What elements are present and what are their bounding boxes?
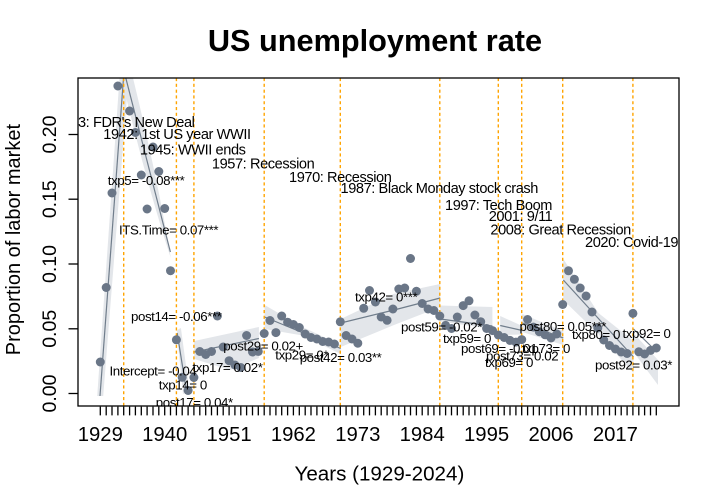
svg-text:1973: 1973 xyxy=(335,424,380,446)
svg-text:1997: Tech Boom: 1997: Tech Boom xyxy=(445,198,552,214)
svg-text:1940: 1940 xyxy=(142,424,187,446)
svg-text:post73= 0.02: post73= 0.02 xyxy=(486,348,558,363)
svg-text:2006: 2006 xyxy=(528,424,573,446)
svg-text:1995: 1995 xyxy=(464,424,509,446)
svg-text:0.00: 0.00 xyxy=(39,374,61,412)
svg-text:post69= -0.01: post69= -0.01 xyxy=(461,341,537,356)
svg-text:txp92= 0: txp92= 0 xyxy=(623,326,671,341)
svg-text:txp80= 0: txp80= 0 xyxy=(572,327,620,342)
svg-text:0.10: 0.10 xyxy=(39,245,61,283)
svg-text:ITS.Time= 0.07***: ITS.Time= 0.07*** xyxy=(119,222,218,237)
svg-text:2020: Covid-19: 2020: Covid-19 xyxy=(585,235,678,251)
svg-text:0.05: 0.05 xyxy=(39,310,61,348)
svg-text:txp17= 0.02*: txp17= 0.02* xyxy=(193,360,263,375)
svg-text:txp69= 0: txp69= 0 xyxy=(485,355,533,370)
svg-text:1970: Recession: 1970: Recession xyxy=(289,170,392,186)
svg-text:txp29= 0*: txp29= 0* xyxy=(275,347,328,362)
svg-text:1984: 1984 xyxy=(400,424,445,446)
svg-text:txp42= 0***: txp42= 0*** xyxy=(355,289,418,304)
svg-text:post17= 0.04*: post17= 0.04* xyxy=(156,395,233,410)
svg-text:2001: 9/11: 2001: 9/11 xyxy=(489,209,553,225)
svg-text:txp14= 0: txp14= 0 xyxy=(159,377,207,392)
svg-text:Intercept= -0.04: Intercept= -0.04 xyxy=(110,364,197,379)
svg-text:1929: 1929 xyxy=(78,424,123,446)
svg-text:post92= 0.03*: post92= 0.03* xyxy=(595,357,672,372)
svg-text:txp59= 0: txp59= 0 xyxy=(443,331,491,346)
svg-text:txp5= -0.08***: txp5= -0.08*** xyxy=(108,173,185,188)
svg-text:post80= 0.05***: post80= 0.05*** xyxy=(520,319,607,334)
svg-text:1987: Black Monday stock crash: 1987: Black Monday stock crash xyxy=(341,181,539,197)
svg-text:1933: FDR's New Deal: 1933: FDR's New Deal xyxy=(55,115,195,131)
svg-text:0.15: 0.15 xyxy=(39,180,61,218)
svg-text:1962: 1962 xyxy=(271,424,316,446)
svg-text:US unemployment rate: US unemployment rate xyxy=(208,23,542,58)
svg-text:txp73= 0: txp73= 0 xyxy=(522,341,570,356)
svg-text:post29= 0.02+: post29= 0.02+ xyxy=(223,339,303,354)
svg-text:0.20: 0.20 xyxy=(39,115,61,153)
svg-text:1942: 1st US year WWII: 1942: 1st US year WWII xyxy=(103,127,250,143)
svg-text:1945: WWII ends: 1945: WWII ends xyxy=(140,142,246,158)
svg-text:post14= -0.06***: post14= -0.06*** xyxy=(131,309,222,324)
svg-text:1951: 1951 xyxy=(207,424,252,446)
svg-text:Years (1929-2024): Years (1929-2024) xyxy=(294,463,464,486)
svg-text:post59= -0.02*: post59= -0.02* xyxy=(401,319,482,334)
svg-text:2008: Great Recession: 2008: Great Recession xyxy=(490,223,631,239)
svg-text:2017: 2017 xyxy=(593,424,638,446)
svg-text:Proportion of labor market: Proportion of labor market xyxy=(3,124,25,356)
svg-text:post42= 0.03**: post42= 0.03** xyxy=(300,350,382,365)
svg-text:1957: Recession: 1957: Recession xyxy=(212,156,315,172)
